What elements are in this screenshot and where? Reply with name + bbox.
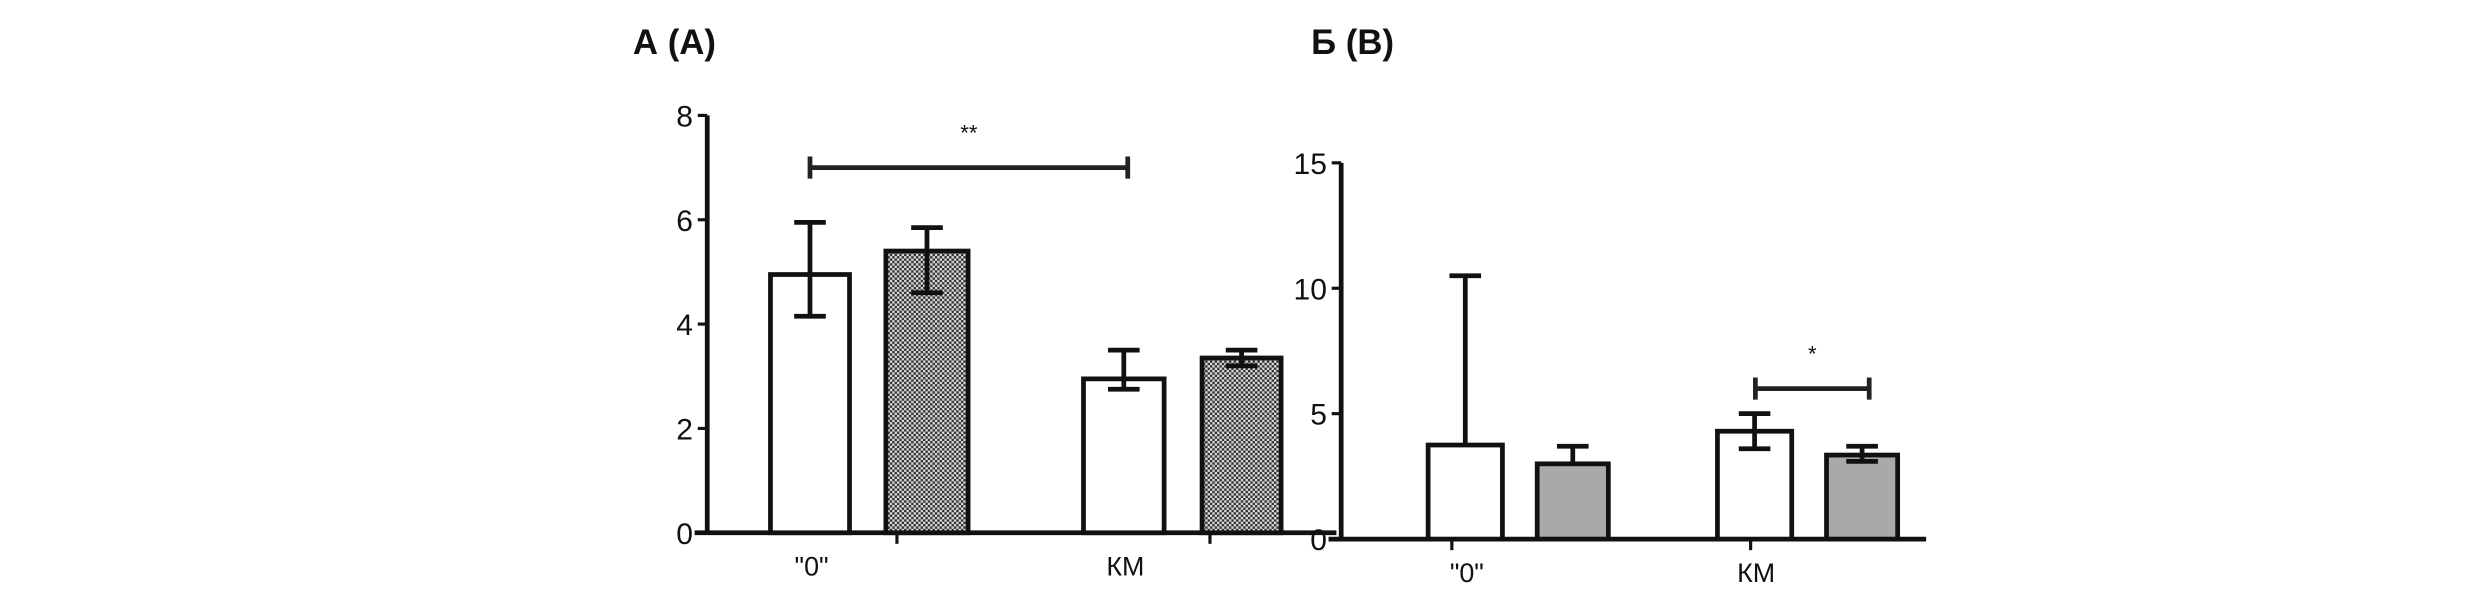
significance-label: * (1808, 342, 1817, 367)
panel-b-title: Б (B) (1311, 24, 1394, 62)
panel-a-title: А (A) (633, 24, 716, 62)
bar (1081, 376, 1167, 536)
bar (1534, 461, 1611, 542)
bar (1824, 452, 1901, 542)
y-tick-label: 5 (1310, 399, 1327, 432)
x-category-label: КМ (1106, 551, 1144, 581)
y-tick-label: 8 (676, 100, 693, 133)
bar (1199, 355, 1284, 536)
panel-a-chart: 0 2 4 6 8 "0" КМ ** (676, 100, 1337, 581)
x-category-label: "0" (1450, 558, 1484, 588)
bar (1425, 442, 1505, 542)
y-tick-label: 2 (676, 413, 693, 446)
y-tick-label: 0 (1310, 524, 1327, 557)
significance-label: ** (960, 121, 978, 146)
y-tick-label: 6 (676, 205, 693, 238)
y-tick-label: 15 (1294, 148, 1327, 181)
y-tick-label: 0 (676, 518, 693, 551)
x-category-label: "0" (795, 551, 829, 581)
y-tick-label: 4 (676, 309, 693, 342)
x-category-label: КМ (1737, 558, 1775, 588)
panel-b-chart: 0 5 10 15 "0" КМ * (1294, 148, 1927, 588)
y-tick-label: 10 (1294, 273, 1327, 306)
